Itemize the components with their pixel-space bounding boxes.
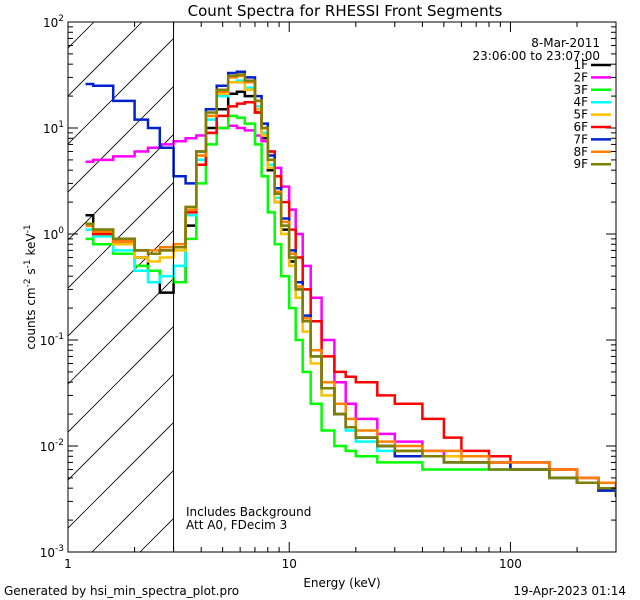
background-note: Includes Background [186,505,311,519]
timestamp-footer: 19-Apr-2023 01:14 [513,584,626,598]
chart-title: Count Spectra for RHESSI Front Segments [188,2,503,20]
legend-label-5F: 5F [573,108,588,122]
legend-label-4F: 4F [573,95,588,109]
date-label: 8-Mar-2011 [531,36,600,50]
legend-label-6F: 6F [573,120,588,134]
legend-label-9F: 9F [573,157,588,171]
y-tick-label: 100 [43,226,64,242]
legend-label-8F: 8F [573,145,588,159]
time-range-label: 23:06:00 to 23:07:00 [473,49,600,63]
y-tick-label: 10-1 [40,332,64,348]
legend-label-2F: 2F [573,70,588,84]
y-tick-label: 10-2 [40,438,64,454]
x-axis-label: Energy (keV) [303,576,380,590]
legend-label-3F: 3F [573,83,588,97]
y-tick-label: 102 [43,14,64,30]
plot-frame [67,21,617,553]
hatched-region [68,22,174,552]
x-tick-label: 10 [282,557,297,571]
legend-label-7F: 7F [573,132,588,146]
x-tick-label: 1 [64,557,72,571]
x-tick-label: 100 [499,557,522,571]
legend-label-1F: 1F [573,58,588,72]
y-tick-label: 10-3 [40,544,64,560]
attenuator-note: Att A0, FDecim 3 [186,518,287,532]
generator-footer: Generated by hsi_min_spectra_plot.pro [4,584,239,598]
y-tick-label: 101 [43,120,64,136]
series-line-8F [85,74,616,489]
y-axis-label: counts cm-2 s-1 keV-1 [23,224,38,349]
